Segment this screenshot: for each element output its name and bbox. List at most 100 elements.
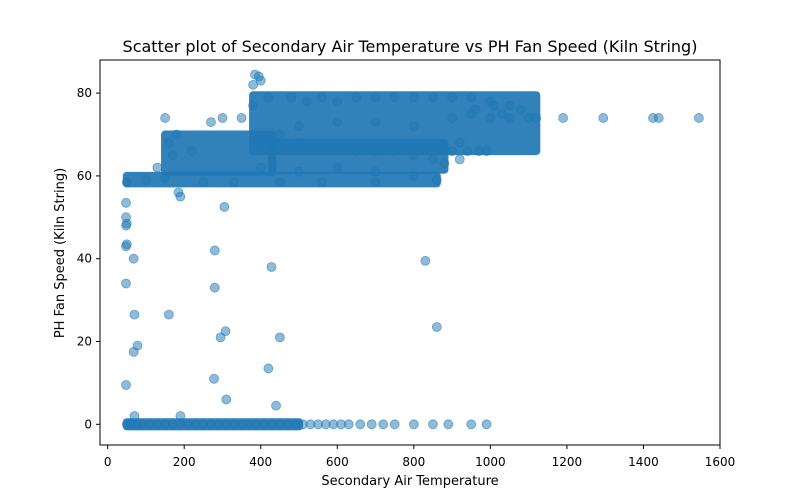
scatter-point bbox=[332, 162, 343, 173]
scatter-point bbox=[121, 380, 131, 390]
scatter-point bbox=[447, 92, 457, 103]
scatter-point bbox=[443, 419, 454, 430]
scatter-point bbox=[428, 154, 438, 165]
scatter-point bbox=[128, 253, 139, 264]
x-tick-label: 600 bbox=[326, 455, 349, 469]
scatter-point bbox=[504, 113, 515, 123]
scatter-point bbox=[236, 113, 247, 123]
scatter-point bbox=[485, 113, 496, 123]
scatter-point bbox=[121, 177, 132, 188]
scatter-point bbox=[428, 92, 438, 103]
scatter-point bbox=[408, 171, 419, 181]
scatter-point bbox=[160, 113, 170, 123]
scatter-point bbox=[408, 92, 419, 103]
plot-area bbox=[121, 69, 704, 431]
scatter-point bbox=[129, 309, 140, 320]
scatter-point bbox=[271, 400, 281, 411]
dense-point-band bbox=[161, 130, 277, 176]
scatter-point bbox=[209, 245, 220, 256]
scatter-point bbox=[408, 419, 419, 430]
scatter-point bbox=[598, 113, 609, 123]
scatter-point bbox=[253, 71, 264, 82]
scatter-point bbox=[481, 419, 492, 430]
scatter-point bbox=[370, 177, 381, 188]
scatter-point bbox=[163, 309, 174, 320]
scatter-point bbox=[217, 113, 228, 123]
scatter-point bbox=[694, 113, 704, 123]
x-tick-label: 800 bbox=[402, 455, 425, 469]
scatter-point bbox=[121, 197, 131, 208]
scatter-point bbox=[653, 113, 664, 123]
scatter-point bbox=[317, 177, 327, 188]
scatter-point bbox=[447, 146, 457, 156]
y-tick-label: 80 bbox=[77, 86, 92, 100]
scatter-point bbox=[221, 394, 232, 405]
y-tick-label: 40 bbox=[77, 252, 92, 266]
scatter-point bbox=[141, 175, 151, 185]
scatter-point bbox=[366, 419, 377, 430]
scatter-point bbox=[408, 150, 419, 161]
x-tick-label: 1600 bbox=[705, 455, 736, 469]
scatter-point bbox=[496, 108, 507, 119]
y-tick-label: 0 bbox=[84, 417, 92, 431]
scatter-point bbox=[370, 117, 381, 127]
x-tick-label: 1000 bbox=[475, 455, 506, 469]
scatter-point bbox=[121, 278, 131, 289]
chart-title: Scatter plot of Secondary Air Temperatur… bbox=[123, 37, 698, 56]
scatter-point bbox=[454, 154, 465, 165]
scatter-point bbox=[389, 146, 400, 156]
scatter-point bbox=[343, 419, 354, 430]
scatter-point bbox=[370, 146, 381, 156]
scatter-point bbox=[558, 113, 568, 123]
scatter-point bbox=[431, 322, 442, 332]
y-tick-label: 20 bbox=[77, 335, 92, 349]
y-axis: 0 20 40 60 80 bbox=[77, 86, 100, 431]
scatter-point bbox=[286, 92, 297, 103]
scatter-point bbox=[332, 96, 343, 107]
scatter-point bbox=[408, 121, 419, 132]
scatter-point bbox=[481, 146, 492, 156]
scatter-point bbox=[132, 340, 143, 351]
scatter-point bbox=[439, 158, 450, 169]
scatter-point bbox=[248, 100, 258, 111]
scatter-point bbox=[163, 137, 174, 148]
scatter-point bbox=[152, 162, 163, 173]
scatter-point bbox=[274, 177, 285, 188]
scatter-point bbox=[454, 137, 465, 148]
scatter-point bbox=[466, 419, 477, 430]
scatter-point bbox=[389, 92, 400, 103]
scatter-point bbox=[370, 166, 381, 177]
scatter-point bbox=[317, 92, 327, 103]
scatter-point bbox=[209, 282, 220, 293]
scatter-point bbox=[206, 117, 216, 127]
scatter-point bbox=[255, 162, 266, 173]
scatter-point bbox=[431, 175, 442, 185]
scatter-point bbox=[389, 419, 400, 430]
scatter-point bbox=[370, 92, 381, 103]
scatter-point bbox=[209, 373, 219, 384]
scatter-point bbox=[447, 113, 457, 123]
scatter-point bbox=[248, 79, 258, 90]
scatter-point bbox=[462, 146, 473, 156]
scatter-point bbox=[466, 92, 477, 103]
scatter-point bbox=[470, 104, 480, 115]
scatter-point bbox=[531, 113, 542, 123]
x-tick-label: 1200 bbox=[552, 455, 583, 469]
plot-frame bbox=[99, 59, 721, 446]
scatter-point bbox=[263, 92, 274, 103]
scatter-point bbox=[160, 173, 170, 183]
scatter-point bbox=[516, 104, 526, 115]
scatter-point bbox=[313, 142, 324, 152]
scatter-point bbox=[171, 129, 182, 140]
scatter-point bbox=[263, 363, 274, 374]
dense-point-band bbox=[268, 138, 449, 174]
scatter-point bbox=[219, 202, 230, 212]
scatter-point bbox=[121, 212, 131, 223]
scatter-point bbox=[489, 100, 500, 111]
scatter-point bbox=[266, 262, 277, 272]
scatter-point bbox=[173, 187, 184, 198]
x-tick-label: 0 bbox=[104, 455, 112, 469]
scatter-point bbox=[175, 411, 186, 421]
scatter-point bbox=[428, 419, 438, 430]
